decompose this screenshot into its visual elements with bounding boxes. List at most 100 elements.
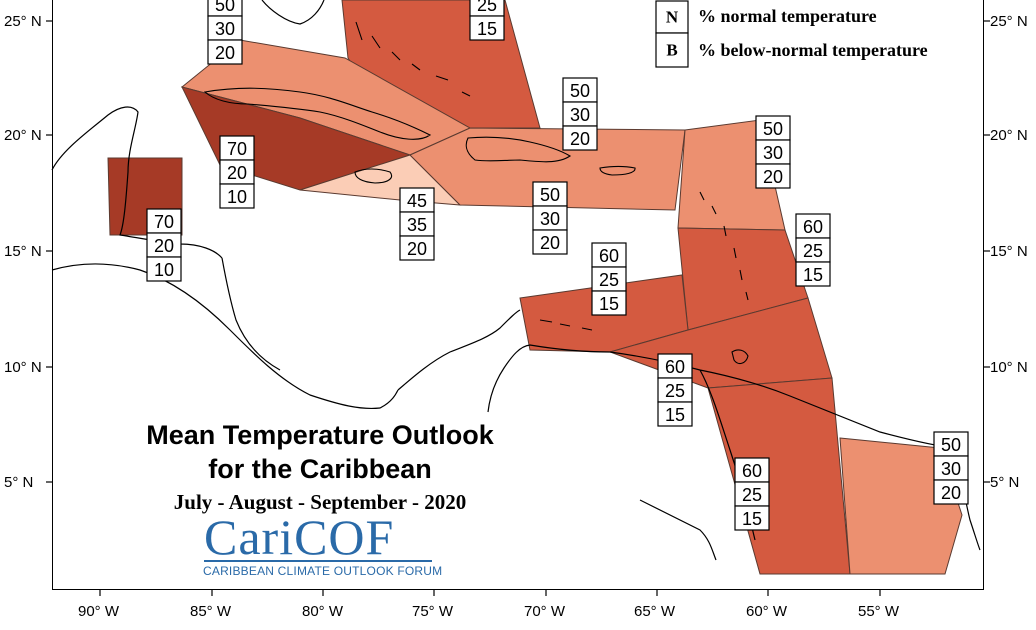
forecast-value: 70 (227, 139, 247, 159)
zone-layer (107, 0, 963, 575)
puerto-rico-island (599, 165, 636, 176)
forecast-value: 25 (599, 270, 619, 290)
logo-divider (204, 560, 432, 562)
forecast-value: 45 (407, 191, 427, 211)
forecast-value: 25 (477, 0, 497, 15)
lat-label-20-right: 20° N (990, 127, 1028, 144)
forecast-value: 25 (665, 381, 685, 401)
forecast-value: 30 (941, 459, 961, 479)
forecast-box-french-guiana: 50 30 20 (933, 431, 969, 505)
forecast-box-leeward-islands: 50 30 20 (755, 115, 791, 189)
forecast-value: 15 (742, 509, 762, 529)
forecast-value: 30 (570, 105, 590, 125)
lon-label-65: 65° W (634, 603, 676, 620)
lat-label-20-left: 20° N (4, 127, 42, 144)
forecast-cell-bg (755, 163, 791, 189)
trinidad-island (731, 349, 749, 365)
forecast-cell-bg (146, 232, 182, 258)
zone-hispaniola (409, 127, 686, 211)
forecast-cell-bg (734, 481, 770, 507)
map-period: July - August - September - 2020 (173, 490, 467, 514)
forecast-value: 20 (227, 163, 247, 183)
forecast-cell-bg (562, 101, 598, 127)
hispaniola-island (465, 136, 572, 163)
forecast-value: 15 (477, 19, 497, 39)
island-layer (203, 21, 749, 365)
map-frame (52, 0, 984, 590)
forecast-value: 20 (215, 43, 235, 63)
lat-label-15-right: 15° N (990, 243, 1028, 260)
forecast-value: 60 (665, 357, 685, 377)
lon-label-90: 90° W (78, 603, 120, 620)
abc-islands-shape (539, 319, 593, 331)
forecast-box-jamaica: 45 35 20 (399, 187, 435, 261)
lat-axis: 25° N 20° N 15° N 10° N 5° N 25° N 20° N… (4, 13, 1028, 491)
forecast-value: 50 (215, 0, 235, 15)
forecast-box-cuba-north: 50 30 20 (207, 0, 243, 65)
forecast-value: 20 (540, 233, 560, 253)
forecast-cell-bg (795, 237, 831, 263)
cuba-island (203, 87, 432, 140)
forecast-value: 30 (763, 143, 783, 163)
forecast-box-guyana: 60 25 15 (734, 457, 770, 531)
forecast-cell-bg (933, 431, 969, 457)
forecast-value: 50 (570, 81, 590, 101)
lon-axis: 90° W 85° W 80° W 75° W 70° W 65° W 60° … (78, 590, 900, 620)
forecast-value: 60 (599, 246, 619, 266)
forecast-cell-bg (755, 139, 791, 165)
lat-label-10-right: 10° N (990, 359, 1028, 376)
legend-text-b: % below-normal temperature (698, 40, 928, 60)
forecast-value: 60 (742, 461, 762, 481)
panama-coast (397, 309, 521, 391)
lat-label-25-right: 25° N (990, 13, 1028, 30)
forecast-cell-bg (532, 205, 568, 231)
forecast-value: 20 (941, 483, 961, 503)
legend-key-n: N (666, 8, 679, 27)
forecast-cell-bg (657, 353, 693, 379)
legend: N % normal temperature B % below-normal … (655, 0, 928, 68)
forecast-cell-bg (933, 479, 969, 505)
forecast-box-belize: 70 20 10 (146, 208, 182, 282)
forecast-value: 35 (407, 215, 427, 235)
lon-label-75: 75° W (412, 603, 454, 620)
forecast-value: 15 (803, 265, 823, 285)
forecast-value: 20 (407, 239, 427, 259)
lon-label-70: 70° W (524, 603, 566, 620)
forecast-value: 25 (803, 241, 823, 261)
forecast-cell-bg (591, 290, 627, 316)
forecast-box-abc-islands: 60 25 15 (591, 242, 627, 316)
forecast-cell-bg (219, 159, 255, 185)
lat-label-10-left: 10° N (4, 359, 42, 376)
map-title-line1: Mean Temperature Outlook (146, 420, 494, 450)
forecast-cell-bg (734, 505, 770, 531)
forecast-value: 50 (540, 185, 560, 205)
bahamas-islands (355, 21, 471, 97)
jamaica-island (354, 168, 393, 184)
forecast-value: 20 (570, 129, 590, 149)
forecast-box-cuba-south: 70 20 10 (219, 135, 255, 209)
forecast-cell-bg (146, 208, 182, 234)
lon-label-80: 80° W (302, 603, 344, 620)
caricof-logo: CariCOF (204, 509, 395, 565)
forecast-cell-bg (562, 77, 598, 103)
lat-label-15-left: 15° N (4, 243, 42, 260)
forecast-cell-bg (146, 256, 182, 282)
forecast-cell-bg (399, 187, 435, 213)
forecast-cell-bg (795, 213, 831, 239)
zone-french-guiana (839, 437, 963, 575)
map-title-line2: for the Caribbean (208, 454, 432, 484)
lat-ticks (46, 20, 990, 483)
lon-label-85: 85° W (190, 603, 232, 620)
central-america-coast (51, 263, 399, 410)
lon-label-55: 55° W (858, 603, 900, 620)
forecast-box-hispaniola-south: 50 30 20 (532, 181, 568, 255)
caricof-logo-subtitle: CARIBBEAN CLIMATE OUTLOOK FORUM (203, 564, 443, 578)
forecast-cell-bg (219, 135, 255, 161)
forecast-cell-bg (207, 15, 243, 41)
forecast-cell-bg (399, 235, 435, 261)
forecast-value: 25 (742, 485, 762, 505)
forecast-value: 15 (599, 294, 619, 314)
forecast-value: 15 (665, 405, 685, 425)
